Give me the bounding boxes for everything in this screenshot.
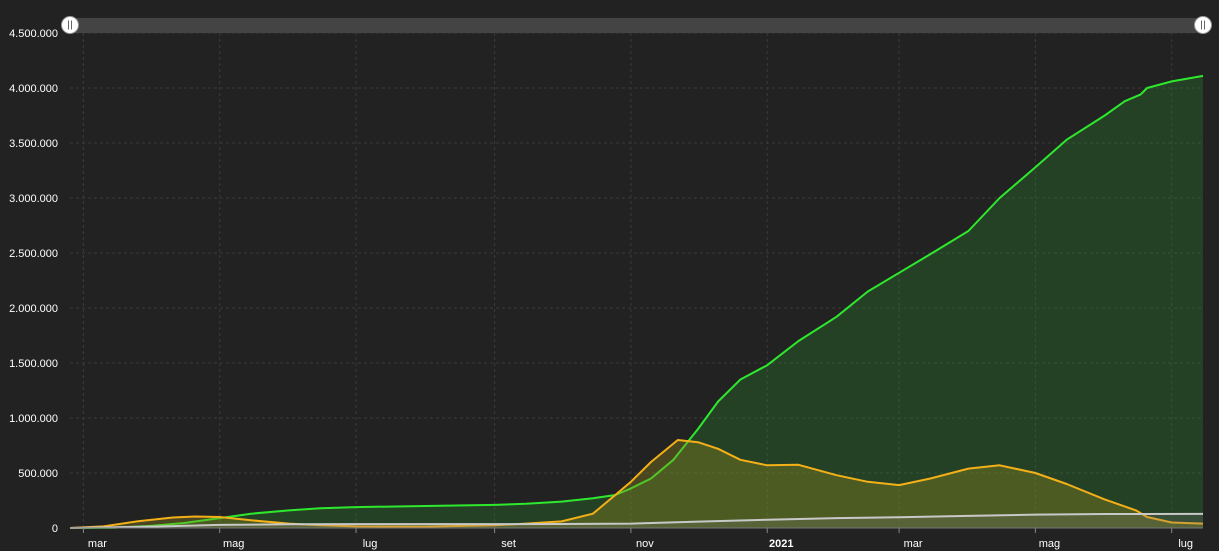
x-tick-label: mar [904, 538, 923, 550]
y-tick-label: 4.500.000 [9, 28, 58, 40]
range-selector-left-handle[interactable] [61, 16, 79, 34]
x-tick-label: set [501, 538, 516, 550]
y-tick-label: 3.000.000 [9, 193, 58, 205]
x-tick-label: lug [363, 538, 378, 550]
y-tick-label: 1.000.000 [9, 413, 58, 425]
x-tick-label: mag [223, 538, 244, 550]
x-tick-label: mar [88, 538, 107, 550]
x-tick-label: nov [636, 538, 654, 550]
x-tick-label: lug [1178, 538, 1193, 550]
y-tick-label: 0 [52, 523, 58, 535]
y-tick-label: 2.500.000 [9, 248, 58, 260]
y-tick-label: 4.000.000 [9, 83, 58, 95]
y-tick-label: 3.500.000 [9, 138, 58, 150]
series-2-line [69, 512, 1204, 529]
y-tick-label: 500.000 [18, 468, 58, 480]
range-selector-track[interactable] [70, 18, 1203, 33]
x-tick-label: mag [1039, 538, 1060, 550]
series-0-line [69, 74, 1204, 529]
y-tick-label: 1.500.000 [9, 358, 58, 370]
range-selector[interactable] [61, 16, 1212, 34]
series-1-line [69, 439, 1204, 529]
series-1-area [70, 440, 1203, 528]
y-tick-label: 2.000.000 [9, 303, 58, 315]
range-selector-right-handle[interactable] [1194, 16, 1212, 34]
series-0-area [70, 75, 1203, 529]
series-layer [69, 74, 1204, 529]
x-tick-label: 2021 [769, 538, 793, 550]
axis-layer: 0 500.000 1.000.000 1.500.000 2.000.000 2.500… [9, 28, 1203, 550]
